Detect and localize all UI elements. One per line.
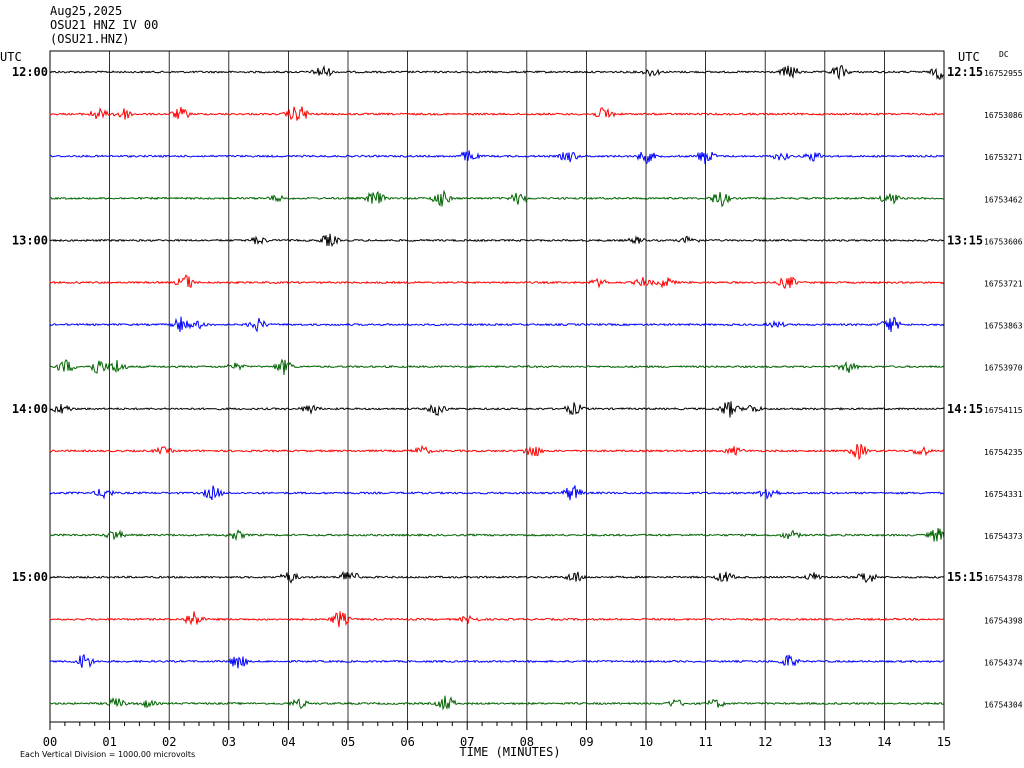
x-tick-label: 03 [222, 735, 236, 749]
trace-line-10 [49, 443, 945, 461]
x-tick-label: 11 [698, 735, 712, 749]
trace-line-4 [49, 189, 945, 208]
x-tick-label: 02 [162, 735, 176, 749]
x-tick-label: 05 [341, 735, 355, 749]
left-time-label: 13:00 [12, 233, 48, 247]
dc-value-label: 16753863 [984, 322, 1023, 331]
x-tick-label: 09 [579, 735, 593, 749]
trace-line-5 [49, 233, 945, 248]
utc-right-label: UTC [958, 50, 980, 64]
trace-line-1 [49, 64, 945, 81]
dc-value-label: 16754331 [984, 490, 1023, 499]
x-tick-label: 15 [937, 735, 951, 749]
dc-value-label: 16754235 [984, 448, 1023, 457]
x-tick-label: 12 [758, 735, 772, 749]
right-time-label: 13:15 [947, 233, 983, 247]
trace-line-13 [49, 570, 945, 584]
x-tick-label: 08 [520, 735, 534, 749]
x-tick-label: 13 [818, 735, 832, 749]
dc-value-label: 16752955 [984, 69, 1023, 78]
utc-left-label: UTC [0, 50, 22, 64]
x-tick-label: 00 [43, 735, 57, 749]
dc-value-label: 16753462 [984, 195, 1023, 204]
x-tick-label: 10 [639, 735, 653, 749]
trace-line-11 [49, 485, 945, 501]
dc-value-label: 16754378 [984, 574, 1023, 583]
right-time-label: 14:15 [947, 402, 983, 416]
left-time-label: 14:00 [12, 402, 48, 416]
dc-label: DC [999, 50, 1009, 59]
trace-line-16 [49, 695, 945, 711]
chart-grid [49, 50, 945, 730]
trace-line-2 [49, 106, 945, 121]
dc-value-label: 16754115 [984, 406, 1023, 415]
station-label: OSU21 HNZ IV 00 [50, 18, 159, 32]
scale-note: Each Vertical Division = 1000.00 microvo… [20, 750, 195, 759]
dc-value-label: 16754373 [984, 532, 1023, 541]
channel-label: (OSU21.HNZ) [50, 32, 130, 46]
left-time-label: 15:00 [12, 570, 48, 584]
x-tick-label: 07 [460, 735, 474, 749]
trace-line-14 [49, 611, 945, 628]
dc-value-label: 16753086 [984, 111, 1023, 120]
dc-value-label: 16754304 [984, 701, 1023, 710]
right-time-label: 12:15 [947, 65, 983, 79]
date-label: Aug25,2025 [50, 4, 123, 18]
trace-line-7 [49, 316, 945, 333]
x-tick-label: 14 [877, 735, 891, 749]
trace-line-6 [49, 274, 945, 290]
trace-line-15 [49, 653, 945, 669]
chart-labels: 00 01 02 03 04 05 06 07 08 09 10 11 12 13 14 15 UTC UTC DC… [0, 50, 1023, 759]
trace-line-3 [49, 150, 945, 165]
x-tick-label: 06 [400, 735, 414, 749]
seismogram-traces [49, 64, 945, 711]
dc-value-label: 16753271 [984, 153, 1023, 162]
plot-frame [49, 50, 945, 723]
trace-line-9 [49, 401, 945, 418]
dc-value-label: 16754398 [984, 616, 1023, 625]
left-time-label: 12:00 [12, 65, 48, 79]
dc-value-label: 16753721 [984, 280, 1023, 289]
dc-value-label: 16754374 [984, 658, 1023, 667]
dc-value-label: 16753606 [984, 237, 1023, 246]
trace-line-12 [49, 527, 945, 542]
dc-value-label: 16753970 [984, 364, 1023, 373]
x-tick-label: 01 [102, 735, 116, 749]
x-axis-label: TIME (MINUTES) [459, 745, 560, 759]
trace-line-8 [49, 358, 945, 376]
right-time-label: 15:15 [947, 570, 983, 584]
x-tick-label: 04 [281, 735, 295, 749]
